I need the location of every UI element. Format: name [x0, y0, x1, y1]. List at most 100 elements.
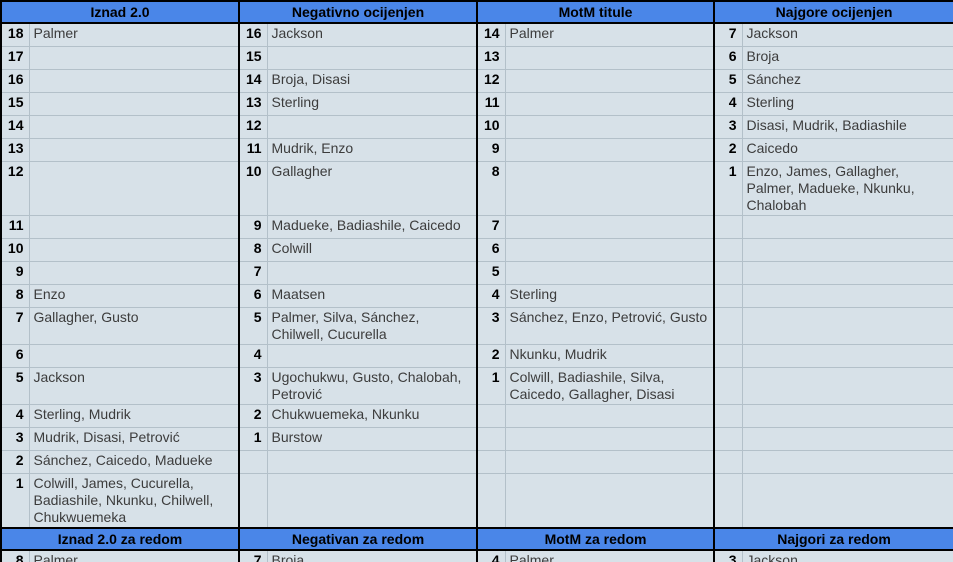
header-iznad-2-0[interactable]: Iznad 2.0 [0, 0, 241, 24]
players-cell[interactable]: Broja [266, 549, 478, 562]
players-cell[interactable] [504, 473, 715, 529]
players-cell[interactable] [266, 115, 478, 139]
count-cell[interactable]: 7 [238, 261, 268, 285]
players-cell[interactable] [28, 344, 240, 368]
players-cell[interactable]: Palmer [504, 22, 715, 47]
count-cell[interactable]: 7 [476, 215, 506, 239]
header-najgore-ocijenjen[interactable]: Najgore ocijenjen [713, 0, 953, 24]
players-cell[interactable]: Palmer [28, 549, 240, 562]
players-cell[interactable]: Nkunku, Mudrik [504, 344, 715, 368]
count-cell[interactable]: 9 [476, 138, 506, 162]
count-cell[interactable]: 8 [238, 238, 268, 262]
count-cell[interactable]: 9 [0, 261, 30, 285]
count-cell[interactable] [713, 404, 743, 428]
count-cell[interactable]: 15 [238, 46, 268, 70]
players-cell[interactable] [741, 404, 953, 428]
header-motm-titule[interactable]: MotM titule [476, 0, 716, 24]
players-cell[interactable] [266, 46, 478, 70]
players-cell[interactable] [504, 261, 715, 285]
players-cell[interactable] [741, 284, 953, 308]
count-cell[interactable]: 18 [0, 22, 30, 47]
count-cell[interactable] [713, 284, 743, 308]
players-cell[interactable]: Caicedo [741, 138, 953, 162]
count-cell[interactable]: 14 [0, 115, 30, 139]
count-cell[interactable] [476, 427, 506, 451]
players-cell[interactable] [741, 238, 953, 262]
count-cell[interactable]: 6 [0, 344, 30, 368]
players-cell[interactable] [741, 215, 953, 239]
header-negativno-ocijenjen[interactable]: Negativno ocijenjen [238, 0, 479, 24]
count-cell[interactable]: 2 [476, 344, 506, 368]
count-cell[interactable]: 11 [238, 138, 268, 162]
players-cell[interactable] [504, 92, 715, 116]
count-cell[interactable]: 4 [238, 344, 268, 368]
players-cell[interactable] [28, 46, 240, 70]
players-cell[interactable]: Disasi, Mudrik, Badiashile [741, 115, 953, 139]
players-cell[interactable] [28, 215, 240, 239]
count-cell[interactable]: 1 [238, 427, 268, 451]
count-cell[interactable]: 10 [476, 115, 506, 139]
header-najgori-za-redom[interactable]: Najgori za redom [713, 527, 953, 551]
players-cell[interactable]: Madueke, Badiashile, Caicedo [266, 215, 478, 239]
players-cell[interactable]: Colwill, James, Cucurella, Badiashile, N… [28, 473, 240, 529]
players-cell[interactable] [741, 450, 953, 474]
players-cell[interactable] [266, 450, 478, 474]
count-cell[interactable] [713, 367, 743, 405]
count-cell[interactable] [238, 473, 268, 529]
count-cell[interactable]: 10 [238, 161, 268, 216]
count-cell[interactable]: 11 [476, 92, 506, 116]
players-cell[interactable] [504, 69, 715, 93]
count-cell[interactable]: 4 [0, 404, 30, 428]
count-cell[interactable]: 5 [238, 307, 268, 345]
players-cell[interactable] [741, 344, 953, 368]
players-cell[interactable]: Gallagher, Gusto [28, 307, 240, 345]
players-cell[interactable]: Broja [741, 46, 953, 70]
count-cell[interactable]: 7 [713, 22, 743, 47]
players-cell[interactable] [741, 473, 953, 529]
players-cell[interactable] [504, 46, 715, 70]
players-cell[interactable]: Burstow [266, 427, 478, 451]
count-cell[interactable]: 3 [238, 367, 268, 405]
count-cell[interactable]: 2 [238, 404, 268, 428]
count-cell[interactable]: 1 [0, 473, 30, 529]
count-cell[interactable] [713, 450, 743, 474]
players-cell[interactable]: Sánchez [741, 69, 953, 93]
players-cell[interactable]: Sterling [266, 92, 478, 116]
players-cell[interactable]: Maatsen [266, 284, 478, 308]
count-cell[interactable]: 5 [0, 367, 30, 405]
count-cell[interactable] [713, 307, 743, 345]
players-cell[interactable] [28, 115, 240, 139]
players-cell[interactable] [28, 261, 240, 285]
count-cell[interactable] [238, 450, 268, 474]
count-cell[interactable]: 2 [713, 138, 743, 162]
header-motm-za-redom[interactable]: MotM za redom [476, 527, 716, 551]
count-cell[interactable] [713, 238, 743, 262]
count-cell[interactable]: 4 [476, 284, 506, 308]
count-cell[interactable]: 8 [476, 161, 506, 216]
players-cell[interactable] [504, 238, 715, 262]
count-cell[interactable]: 12 [476, 69, 506, 93]
count-cell[interactable] [713, 427, 743, 451]
players-cell[interactable]: Chukwuemeka, Nkunku [266, 404, 478, 428]
players-cell[interactable]: Jackson [266, 22, 478, 47]
players-cell[interactable] [28, 92, 240, 116]
count-cell[interactable]: 4 [713, 92, 743, 116]
count-cell[interactable]: 13 [476, 46, 506, 70]
count-cell[interactable] [476, 404, 506, 428]
players-cell[interactable]: Enzo [28, 284, 240, 308]
count-cell[interactable]: 6 [238, 284, 268, 308]
players-cell[interactable]: Palmer [28, 22, 240, 47]
count-cell[interactable]: 5 [476, 261, 506, 285]
players-cell[interactable] [266, 473, 478, 529]
players-cell[interactable]: Sánchez, Enzo, Petrović, Gusto [504, 307, 715, 345]
players-cell[interactable]: Sterling, Mudrik [28, 404, 240, 428]
players-cell[interactable] [504, 215, 715, 239]
players-cell[interactable]: Jackson [741, 22, 953, 47]
players-cell[interactable]: Broja, Disasi [266, 69, 478, 93]
count-cell[interactable]: 15 [0, 92, 30, 116]
count-cell[interactable]: 8 [0, 549, 30, 562]
count-cell[interactable]: 5 [713, 69, 743, 93]
count-cell[interactable]: 7 [0, 307, 30, 345]
count-cell[interactable]: 8 [0, 284, 30, 308]
players-cell[interactable] [741, 367, 953, 405]
